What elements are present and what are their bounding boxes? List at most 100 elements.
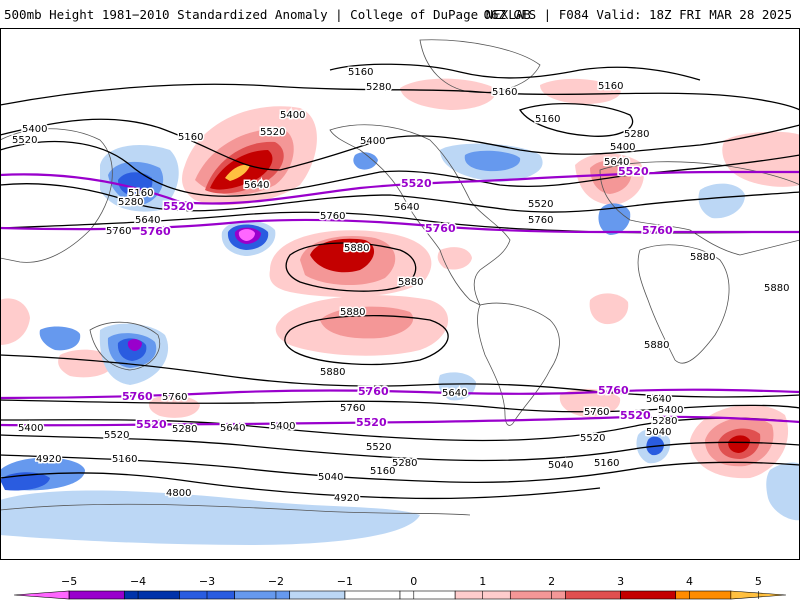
contour-label: 5160 (594, 458, 619, 469)
reference-contour-label: 5760 (642, 224, 673, 237)
contour-labels: 5160 5280 5160 5160 5160 5400 5520 5160 … (11, 66, 791, 506)
contour-label: 5520 (580, 433, 605, 444)
color-scale-tick-label: −3 (199, 575, 215, 588)
color-scale-segments (13, 590, 787, 600)
contour-5640-south (0, 399, 800, 413)
contour-label: 5520 (104, 430, 129, 441)
contour-label: 5880 (690, 252, 715, 263)
contour-5760-reference-north (0, 218, 800, 234)
color-scale-segment (399, 590, 456, 600)
contour-label: 5280 (624, 129, 649, 140)
color-scale-segment (344, 590, 401, 600)
contour-label: 5640 (220, 423, 245, 434)
map-background (0, 28, 800, 560)
color-scale-tick-label: 0 (410, 575, 417, 588)
eurasia-coast (599, 161, 800, 256)
north-america-coast (329, 124, 511, 306)
contour-label: 5520 (366, 442, 391, 453)
contour-5280-south (0, 434, 800, 462)
contour-5520-reference-north (0, 170, 800, 205)
contour-label: 5640 (646, 394, 671, 405)
contour-label: 5880 (398, 277, 423, 288)
contour-label: 5280 (392, 458, 417, 469)
contour-label: 5280 (118, 197, 143, 208)
contour-label: 5160 (178, 132, 203, 143)
reference-contour-label: 5760 (140, 225, 171, 238)
color-scale-tick-label: 2 (548, 575, 555, 588)
reference-contour-label: 5520 (618, 165, 649, 178)
contour-label: 5640 (394, 202, 419, 213)
contour-label: 5160 (598, 81, 623, 92)
contour-label: 5880 (644, 340, 669, 351)
contour-label: 5160 (348, 67, 373, 78)
reference-contour-label: 5520 (620, 409, 651, 422)
contour-label: 5040 (646, 427, 671, 438)
east-asia-coast (0, 128, 113, 263)
contour-label: 5400 (360, 136, 385, 147)
color-scale-legend: −5 −4 −3 −2 −1 0 1 2 3 4 5 (13, 575, 787, 600)
contour-5760-reference-south (0, 388, 800, 400)
contour-label: 5760 (320, 211, 345, 222)
color-scale-segment (13, 590, 70, 600)
contour-label: 5280 (652, 416, 677, 427)
contour-5880-southern (0, 354, 800, 398)
contour-5880-south-pacific (284, 315, 449, 366)
contour-label: 4920 (334, 493, 359, 504)
greenland-coast (419, 39, 541, 93)
color-scale-segment (509, 590, 566, 600)
contour-label: 5400 (280, 110, 305, 121)
contour-label: 5640 (135, 215, 160, 226)
contour-label: 5880 (340, 307, 365, 318)
africa-coast (637, 244, 730, 364)
contour-5160-closed (518, 103, 634, 137)
color-scale-tick-label: 4 (686, 575, 693, 588)
contour-5280-north (0, 83, 800, 111)
color-scale-segment (289, 590, 346, 600)
color-scale-segment (620, 590, 677, 600)
anomaly-map: 5160 5280 5160 5160 5160 5400 5520 5160 … (0, 28, 800, 560)
reference-contour-label: 5760 (425, 222, 456, 235)
contour-5160-arctic (329, 63, 701, 81)
color-scale-tick-label: −2 (268, 575, 284, 588)
contour-label: 5040 (318, 472, 343, 483)
contour-label: 5760 (162, 392, 187, 403)
contour-5040-south (0, 454, 800, 484)
color-scale-tick-label: −1 (337, 575, 353, 588)
contour-label: 5400 (610, 142, 635, 153)
reference-contour-label: 5520 (356, 416, 387, 429)
color-scale-segment (675, 590, 732, 600)
contour-5520-reference-south (0, 415, 800, 427)
color-scale-segment (565, 590, 621, 600)
contour-5640-north (0, 183, 800, 213)
color-scale-tick-label: −5 (61, 575, 77, 588)
australia-coast (89, 321, 161, 371)
reference-contour-label: 5760 (358, 385, 389, 398)
contour-label: 5160 (492, 87, 517, 98)
contour-label: 5520 (12, 135, 37, 146)
color-scale-tick-label: −4 (130, 575, 146, 588)
contour-label: 5160 (370, 466, 395, 477)
color-scale-tick-label: 1 (479, 575, 486, 588)
contour-label: 4920 (36, 454, 61, 465)
color-scale-ticks: −5 −4 −3 −2 −1 0 1 2 3 4 5 (61, 575, 762, 599)
reference-contour-labels: 5520 5520 5520 5760 5760 5760 5760 5760 … (121, 164, 675, 433)
contour-label: 5760 (340, 403, 365, 414)
color-scale-segment (68, 590, 125, 600)
color-scale-segment (123, 590, 180, 600)
contour-label: 5760 (106, 226, 131, 237)
reference-contours (0, 170, 800, 427)
reference-contour-label: 5520 (136, 418, 167, 431)
contour-label: 5880 (344, 243, 369, 254)
reference-contour-label: 5760 (598, 384, 629, 397)
reference-contour-label: 5520 (401, 177, 432, 190)
contour-label: 5400 (18, 423, 43, 434)
contour-label: 5880 (764, 283, 789, 294)
contour-label: 5160 (112, 454, 137, 465)
contour-label: 5640 (442, 388, 467, 399)
map-title: 500mb Height 1981−2010 Standardized Anom… (4, 7, 531, 22)
contour-5880-pacific (285, 242, 417, 292)
contour-label: 5280 (172, 424, 197, 435)
contour-label: 5160 (535, 114, 560, 125)
contour-label: 5400 (658, 405, 683, 416)
model-run-info: 06Z GFS | F084 Valid: 18Z FRI MAR 28 202… (483, 7, 792, 22)
